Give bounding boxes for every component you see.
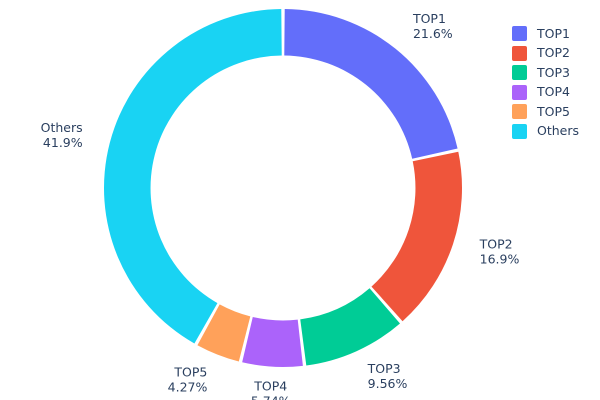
legend-swatch-top5 bbox=[512, 104, 527, 120]
legend-label-others: Others bbox=[537, 123, 580, 138]
legend-label-top5: TOP5 bbox=[537, 103, 570, 119]
legend-swatch-others bbox=[512, 123, 527, 139]
legend-label-top2: TOP2 bbox=[537, 45, 570, 60]
donut-slice-top5[interactable] bbox=[197, 304, 251, 362]
slice-label-top2: TOP2 16.9% bbox=[479, 237, 520, 267]
legend-item-top1[interactable]: TOP1 bbox=[512, 24, 598, 44]
slice-label-top4: TOP45.74% bbox=[251, 379, 291, 400]
donut-slice-top3[interactable] bbox=[300, 288, 400, 366]
legend-item-top5[interactable]: TOP5 bbox=[512, 102, 598, 122]
donut-slice-top4[interactable] bbox=[242, 316, 303, 367]
slice-label-others: Others 41.9% bbox=[41, 120, 83, 150]
legend-item-top2[interactable]: TOP2 bbox=[512, 44, 598, 64]
legend-swatch-top3 bbox=[512, 65, 527, 81]
legend-swatch-top2 bbox=[512, 45, 527, 61]
legend-swatch-top4 bbox=[512, 84, 527, 100]
donut-slice-others[interactable] bbox=[103, 9, 282, 344]
donut-slices bbox=[103, 9, 463, 367]
slice-label-top1: TOP1 21.6% bbox=[412, 11, 453, 41]
legend-label-top1: TOP1 bbox=[537, 25, 570, 41]
chart-legend: TOP1 TOP2 TOP3 TOP4 TOP5 Others bbox=[512, 24, 598, 141]
legend-item-top4[interactable]: TOP4 bbox=[512, 83, 598, 103]
legend-swatch-top1 bbox=[512, 26, 527, 42]
donut-slice-top1[interactable] bbox=[284, 9, 458, 159]
slice-label-top3: TOP3 9.56% bbox=[367, 361, 408, 391]
slice-label-top5: TOP5 4.27% bbox=[168, 365, 208, 395]
legend-item-others[interactable]: Others bbox=[512, 122, 598, 142]
donut-slice-top2[interactable] bbox=[371, 151, 463, 322]
legend-label-top4: TOP4 bbox=[537, 84, 570, 99]
legend-label-top3: TOP3 bbox=[537, 64, 570, 80]
legend-item-top3[interactable]: TOP3 bbox=[512, 63, 598, 83]
